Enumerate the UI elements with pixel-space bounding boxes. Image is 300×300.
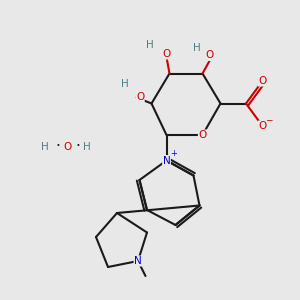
Text: O: O	[136, 92, 144, 103]
Text: +: +	[170, 149, 176, 158]
Text: ·: ·	[75, 140, 80, 154]
Text: H: H	[121, 79, 128, 89]
Text: O: O	[258, 121, 267, 131]
Text: −: −	[265, 116, 272, 124]
Text: O: O	[198, 130, 207, 140]
Text: N: N	[163, 155, 170, 166]
Text: O: O	[206, 50, 214, 61]
Text: H: H	[83, 142, 91, 152]
Text: H: H	[146, 40, 154, 50]
Text: O: O	[63, 142, 72, 152]
Text: H: H	[193, 43, 200, 53]
Text: O: O	[258, 76, 267, 86]
Text: H: H	[41, 142, 49, 152]
Text: O: O	[162, 49, 171, 59]
Text: N: N	[134, 256, 142, 266]
Text: ·: ·	[55, 140, 60, 154]
